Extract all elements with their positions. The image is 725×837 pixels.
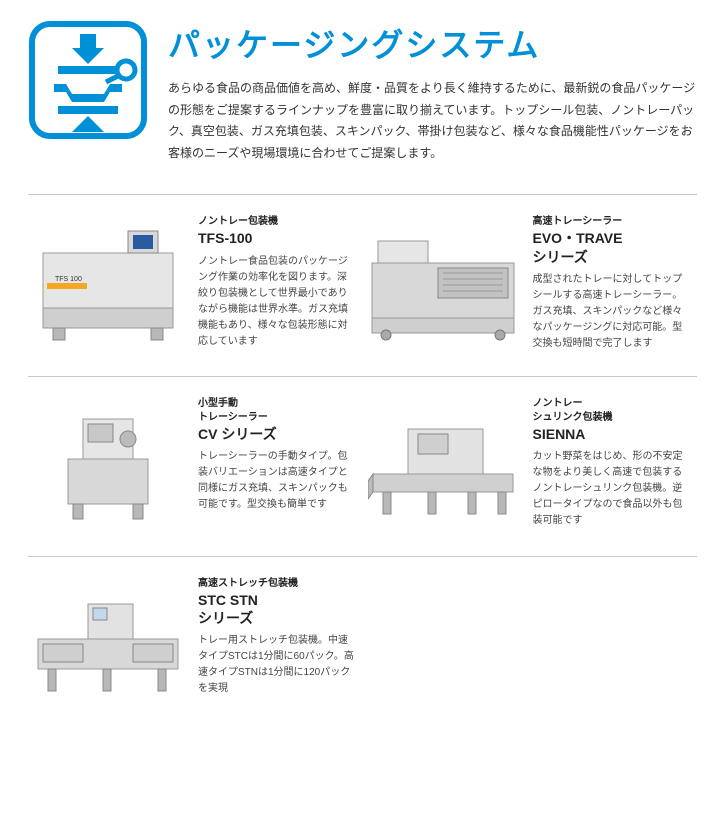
product-title: SIENNA: [533, 425, 690, 443]
product-info: 高速ストレッチ包装機 STC STNシリーズ トレー用ストレッチ包装機。中速タイ…: [198, 577, 363, 712]
page-description: あらゆる食品の商品価値を高め、鮮度・品質をより長く維持するために、最新鋭の食品パ…: [168, 78, 697, 164]
product-subtitle: ノントレー包装機: [198, 215, 355, 229]
product-info: 高速トレーシーラー EVO・TRAVEシリーズ 成型されたトレーに対してトップシ…: [533, 215, 698, 351]
product-info: 小型手動トレーシーラー CV シリーズ トレーシーラーの手動タイプ。包装バリエー…: [198, 397, 363, 532]
product-description: トレー用ストレッチ包装機。中速タイプSTCは1分間に60パック。高速タイプSTN…: [198, 633, 355, 697]
product-image: [363, 215, 523, 350]
product-title: CV シリーズ: [198, 425, 355, 443]
product-subtitle: 高速トレーシーラー: [533, 215, 690, 229]
product-description: 成型されたトレーに対してトップシールする高速トレーシーラー。ガス充填、スキンパッ…: [533, 272, 690, 352]
product-card: TFS 100 ノントレー包装機 TFS-100 ノントレー食品包装のパッケージ…: [28, 215, 363, 351]
product-title: STC STNシリーズ: [198, 591, 355, 627]
header: パッケージングシステム あらゆる食品の商品価値を高め、鮮度・品質をより長く維持す…: [28, 20, 697, 164]
product-image: TFS 100: [28, 215, 188, 350]
page-title: パッケージングシステム: [168, 20, 697, 66]
product-title: EVO・TRAVEシリーズ: [533, 229, 690, 265]
product-image: [28, 577, 188, 712]
product-description: トレーシーラーの手動タイプ。包装バリエーションは高速タイプと同様にガス充填、スキ…: [198, 449, 355, 513]
product-row: 高速ストレッチ包装機 STC STNシリーズ トレー用ストレッチ包装機。中速タイ…: [28, 556, 697, 736]
product-card-empty: [363, 577, 698, 712]
product-card: 高速トレーシーラー EVO・TRAVEシリーズ 成型されたトレーに対してトップシ…: [363, 215, 698, 351]
product-info: ノントレー包装機 TFS-100 ノントレー食品包装のパッケージング作業の効率化…: [198, 215, 363, 351]
product-description: カット野菜をはじめ、形の不安定な物をより美しく高速で包装するノントレーシュリンク…: [533, 449, 690, 529]
product-card: 高速ストレッチ包装機 STC STNシリーズ トレー用ストレッチ包装機。中速タイ…: [28, 577, 363, 712]
product-image: [28, 397, 188, 532]
product-description: ノントレー食品包装のパッケージング作業の効率化を図ります。深絞り包装機として世界…: [198, 254, 355, 350]
product-subtitle: 小型手動トレーシーラー: [198, 397, 355, 425]
svg-text:TFS 100: TFS 100: [55, 276, 82, 283]
product-title: TFS-100: [198, 229, 355, 247]
product-row: TFS 100 ノントレー包装機 TFS-100 ノントレー食品包装のパッケージ…: [28, 194, 697, 375]
product-list: TFS 100 ノントレー包装機 TFS-100 ノントレー食品包装のパッケージ…: [28, 194, 697, 735]
header-text: パッケージングシステム あらゆる食品の商品価値を高め、鮮度・品質をより長く維持す…: [168, 20, 697, 164]
product-card: 小型手動トレーシーラー CV シリーズ トレーシーラーの手動タイプ。包装バリエー…: [28, 397, 363, 532]
product-info: ノントレーシュリンク包装機 SIENNA カット野菜をはじめ、形の不安定な物をよ…: [533, 397, 698, 532]
product-subtitle: 高速ストレッチ包装機: [198, 577, 355, 591]
product-row: 小型手動トレーシーラー CV シリーズ トレーシーラーの手動タイプ。包装バリエー…: [28, 376, 697, 556]
product-subtitle: ノントレーシュリンク包装機: [533, 397, 690, 425]
product-card: ノントレーシュリンク包装機 SIENNA カット野菜をはじめ、形の不安定な物をよ…: [363, 397, 698, 532]
product-image: [363, 397, 523, 532]
packaging-icon: [28, 20, 148, 140]
